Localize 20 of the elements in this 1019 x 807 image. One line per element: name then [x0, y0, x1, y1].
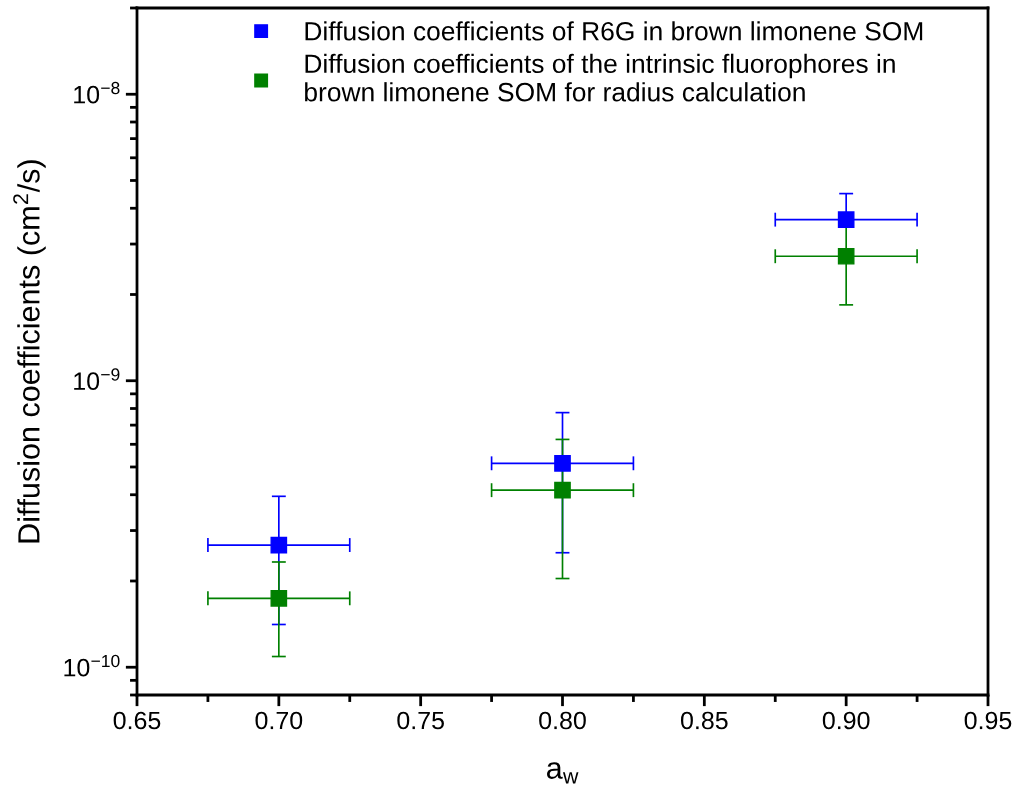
legend-label: Diffusion coefficients of R6G in brown limonene SOM [305, 21, 923, 41]
x-axis-title: a$_{w}$ [546, 762, 579, 784]
y-tick-label: 10$^{−10}$ [64, 654, 120, 677]
x-tick-label: 0.75 [397, 711, 444, 730]
x-tick-label: 0.95 [964, 711, 1012, 730]
legend-label: Diffusion coefficients of the intrinsic fluorophores in brown limonene SOM for radius calculation [305, 53, 895, 102]
y-axis-title: Diffusion coefficients (cm$^{2}$/s) [13, 160, 46, 543]
point [554, 454, 571, 472]
x-tick-label: 0.70 [255, 711, 303, 730]
x-tick-label: 0.80 [539, 711, 586, 730]
point [554, 481, 571, 499]
x-tick-label: 0.85 [680, 711, 728, 730]
point [837, 211, 855, 228]
y-tick-label: 10$^{−8}$ [74, 81, 120, 104]
x-tick-label: 0.90 [822, 711, 870, 730]
y-tick-label: 10$^{−9}$ [74, 368, 120, 391]
x-tick-label: 0.65 [113, 711, 161, 730]
point [837, 247, 855, 265]
point [270, 589, 288, 607]
point [270, 536, 288, 554]
